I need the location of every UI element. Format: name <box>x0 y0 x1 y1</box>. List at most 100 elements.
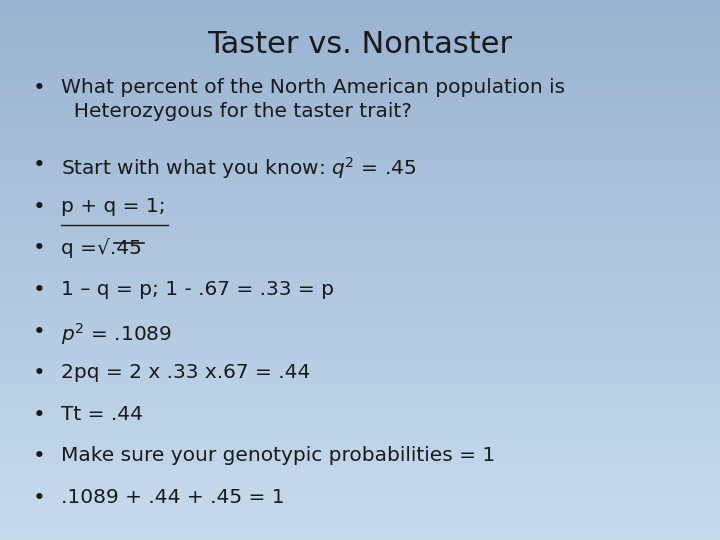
Bar <box>0 93 720 96</box>
Bar <box>0 69 720 70</box>
Text: •: • <box>33 488 46 508</box>
Bar <box>0 463 720 464</box>
Bar <box>0 117 720 119</box>
Bar <box>0 452 720 454</box>
Bar <box>0 124 720 126</box>
Bar <box>0 259 720 261</box>
Bar <box>0 393 720 394</box>
Bar <box>0 265 720 266</box>
Bar <box>0 173 720 174</box>
Bar <box>0 443 720 444</box>
Bar <box>0 508 720 509</box>
Bar <box>0 61 720 63</box>
Bar <box>0 369 720 371</box>
Bar <box>0 497 720 498</box>
Bar <box>0 207 720 209</box>
Bar <box>0 88 720 90</box>
Bar <box>0 81 720 83</box>
Bar <box>0 158 720 160</box>
Bar <box>0 362 720 363</box>
Text: •: • <box>33 78 46 98</box>
Bar <box>0 196 720 198</box>
Bar <box>0 65 720 66</box>
Bar <box>0 112 720 113</box>
Bar <box>0 286 720 288</box>
Bar <box>0 326 720 328</box>
Bar <box>0 322 720 324</box>
Text: •: • <box>33 197 46 217</box>
Bar <box>0 407 720 409</box>
Bar <box>0 479 720 481</box>
Bar <box>0 119 720 120</box>
Bar <box>0 108 720 110</box>
Bar <box>0 0 720 2</box>
Bar <box>0 198 720 200</box>
Bar <box>0 239 720 241</box>
Bar <box>0 324 720 326</box>
Bar <box>0 315 720 317</box>
Bar <box>0 255 720 258</box>
Text: 1 – q = p; 1 - .67 = .33 = p: 1 – q = p; 1 - .67 = .33 = p <box>61 280 334 299</box>
Bar <box>0 292 720 293</box>
Bar <box>0 9 720 11</box>
Bar <box>0 110 720 112</box>
Bar <box>0 36 720 38</box>
Bar <box>0 398 720 400</box>
Bar <box>0 184 720 185</box>
Bar <box>0 416 720 417</box>
Bar <box>0 18 720 20</box>
Bar <box>0 356 720 358</box>
Bar <box>0 506 720 508</box>
Bar <box>0 177 720 178</box>
Bar <box>0 162 720 164</box>
Bar <box>0 423 720 425</box>
Bar <box>0 312 720 313</box>
Bar <box>0 342 720 344</box>
Bar <box>0 209 720 211</box>
Bar <box>0 151 720 153</box>
Bar <box>0 329 720 331</box>
Bar <box>0 484 720 486</box>
Bar <box>0 225 720 227</box>
Bar <box>0 223 720 225</box>
Bar <box>0 201 720 204</box>
Bar <box>0 83 720 85</box>
Bar <box>0 204 720 205</box>
Bar <box>0 290 720 292</box>
Bar <box>0 12 720 15</box>
Bar <box>0 247 720 248</box>
Bar <box>0 409 720 410</box>
Bar <box>0 169 720 171</box>
Bar <box>0 70 720 72</box>
Bar <box>0 457 720 459</box>
Bar <box>0 231 720 232</box>
Bar <box>0 461 720 463</box>
Bar <box>0 495 720 497</box>
Bar <box>0 221 720 223</box>
Bar <box>0 425 720 427</box>
Bar <box>0 272 720 274</box>
Bar <box>0 524 720 525</box>
Bar <box>0 234 720 236</box>
Bar <box>0 518 720 520</box>
Bar <box>0 382 720 383</box>
Bar <box>0 243 720 245</box>
Bar <box>0 174 720 177</box>
Bar <box>0 277 720 279</box>
Bar <box>0 220 720 221</box>
Bar <box>0 511 720 513</box>
Bar <box>0 335 720 336</box>
Bar <box>0 261 720 263</box>
Bar <box>0 23 720 25</box>
Bar <box>0 59 720 61</box>
Bar <box>0 157 720 158</box>
Bar <box>0 439 720 441</box>
Bar <box>0 427 720 428</box>
Bar <box>0 200 720 201</box>
Bar <box>0 241 720 243</box>
Bar <box>0 405 720 407</box>
Bar <box>0 232 720 234</box>
Bar <box>0 2 720 4</box>
Bar <box>0 346 720 347</box>
Bar <box>0 123 720 124</box>
